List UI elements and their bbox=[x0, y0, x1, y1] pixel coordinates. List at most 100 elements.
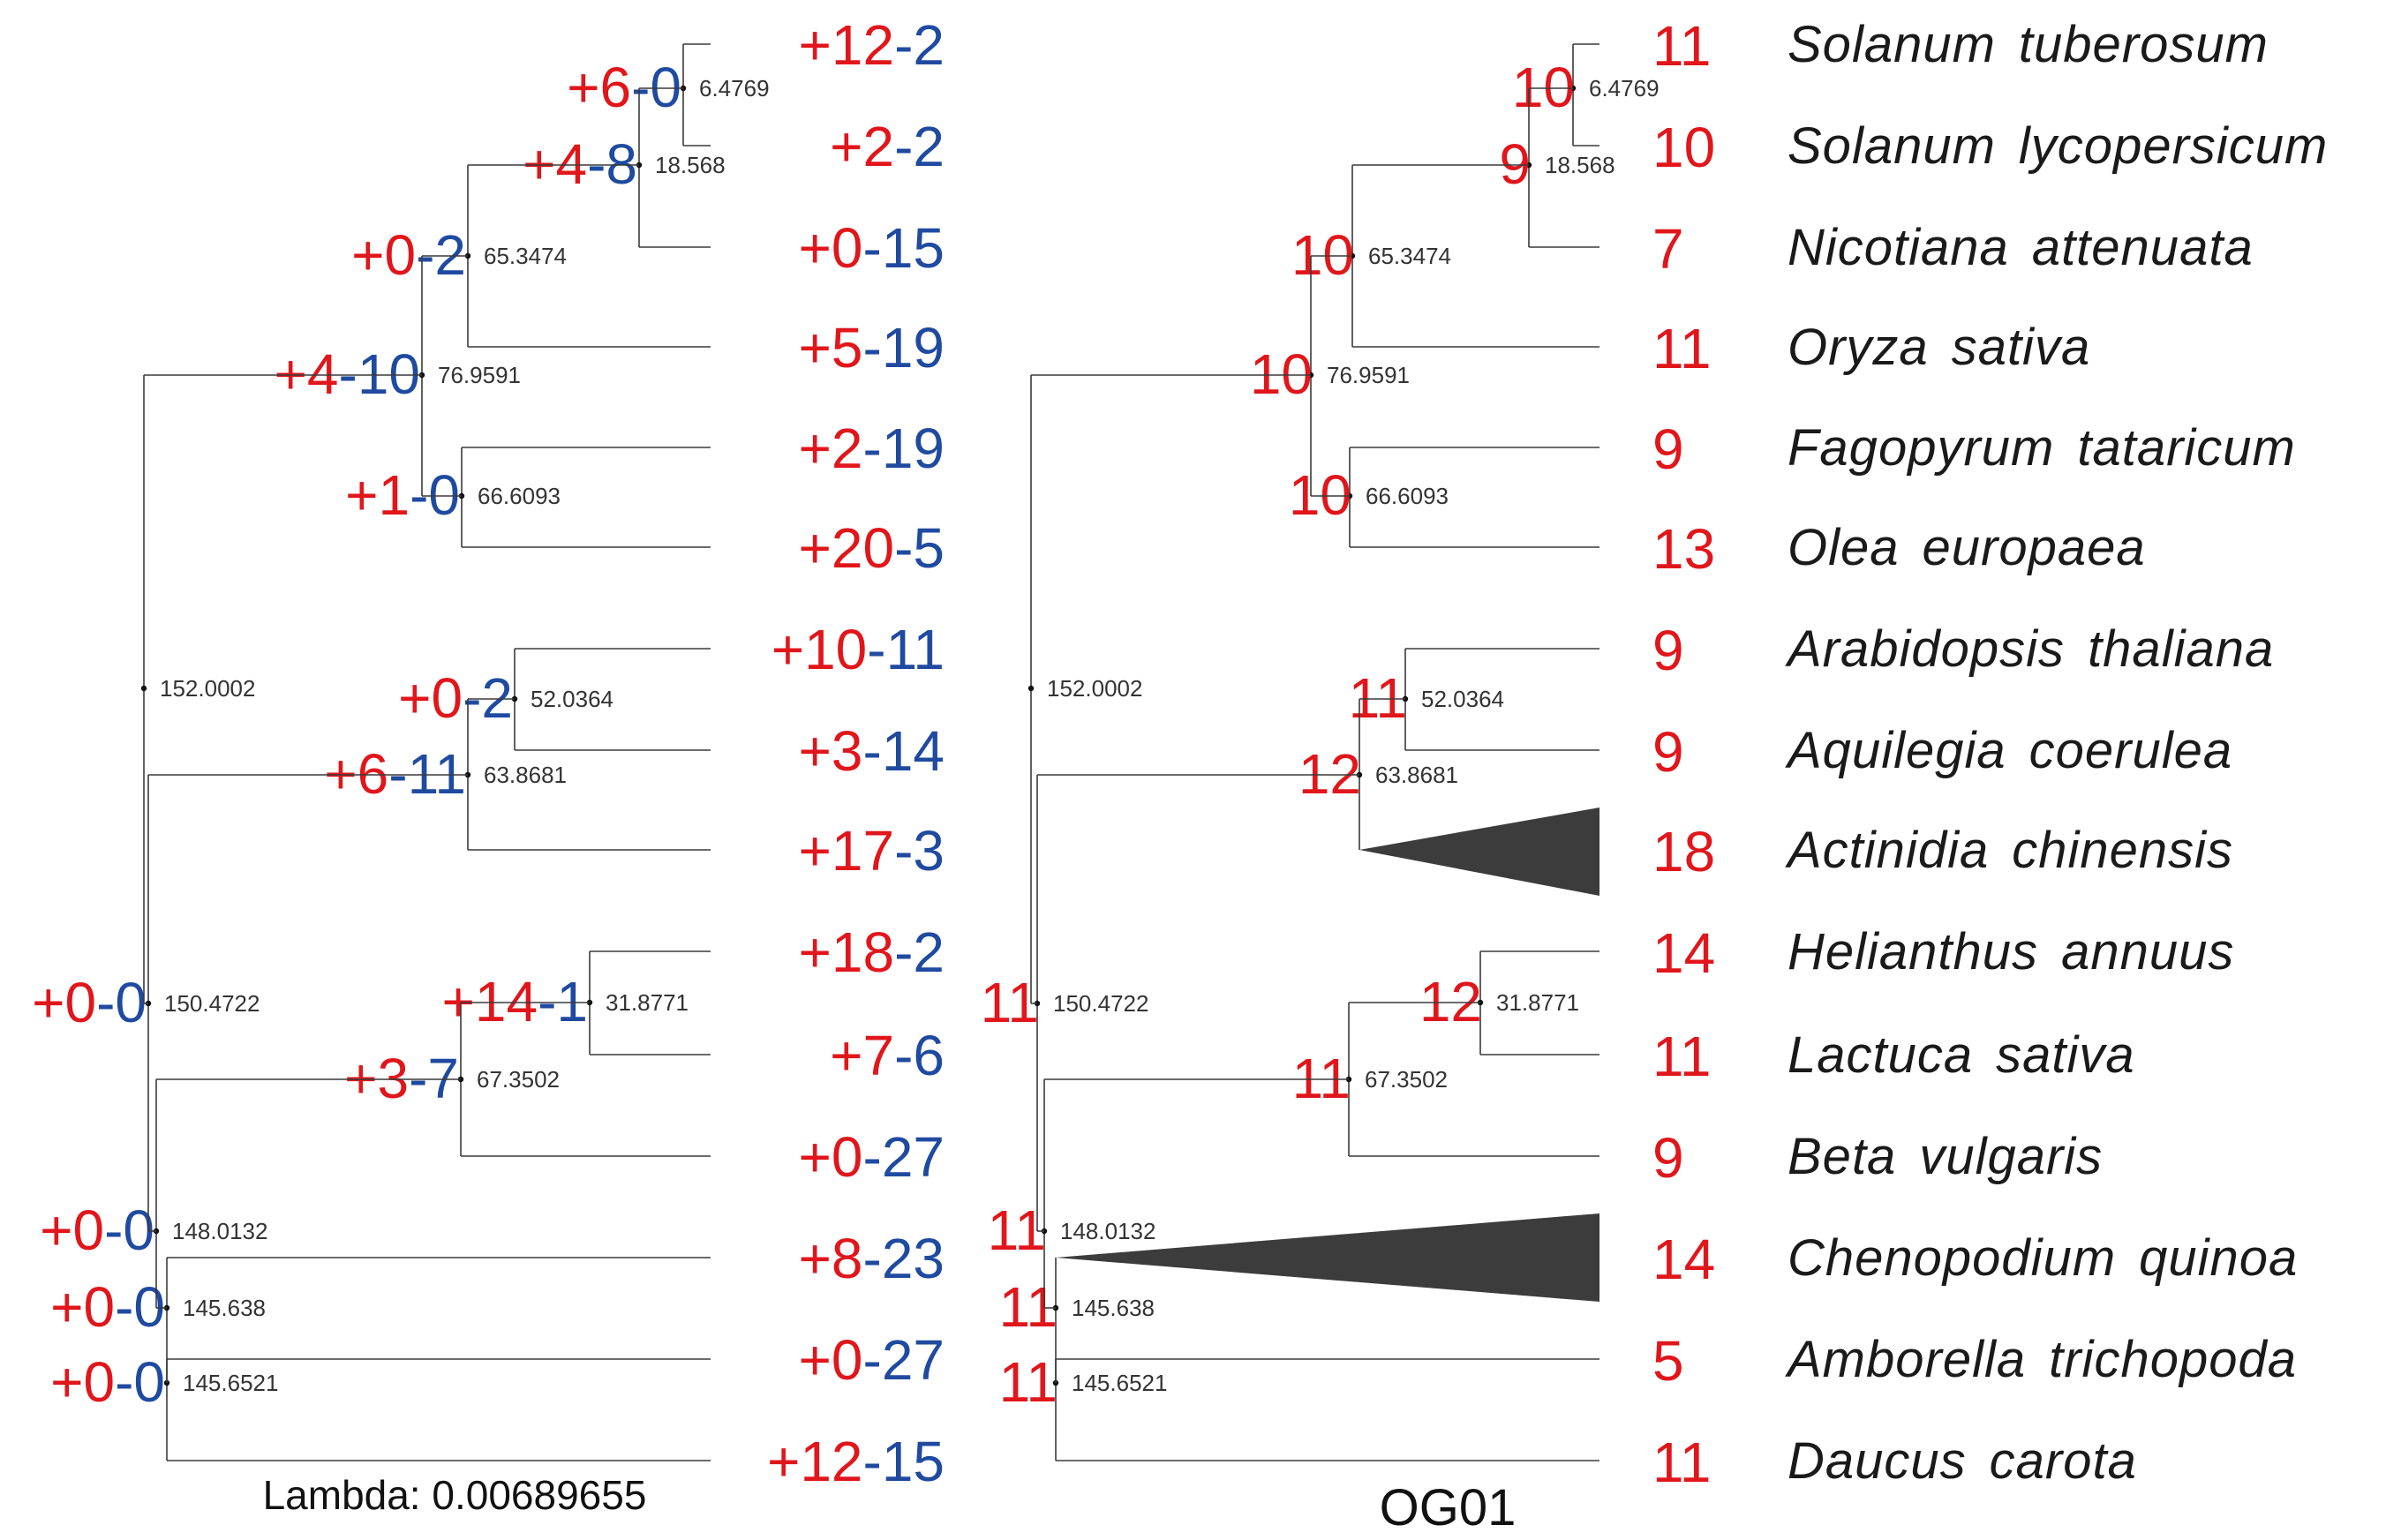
tip-gain-loss: +2-2 bbox=[830, 115, 945, 178]
left-tree-gain-loss: 6.4769 +6-0 18.568 +4-8 65.3474 +0-2 66.6093 +1… bbox=[32, 13, 945, 1493]
node-gain-loss: +0-0 bbox=[50, 1275, 165, 1339]
node-gain-loss: +3-7 bbox=[344, 1047, 459, 1110]
node-age-label: 145.6521 bbox=[1072, 1370, 1167, 1396]
og-caption: OG01 bbox=[1380, 1479, 1517, 1536]
species-name: Helianthus annuus bbox=[1788, 923, 2234, 980]
node-age-label: 63.8681 bbox=[484, 762, 567, 788]
node-age-label: 150.4722 bbox=[1053, 990, 1148, 1017]
tip-gain-loss: +0-15 bbox=[799, 216, 945, 280]
species-name: Chenopodium quinoa bbox=[1788, 1229, 2298, 1287]
node-age-label: 66.6093 bbox=[1366, 483, 1449, 509]
tip-gain-loss: +10-11 bbox=[771, 618, 945, 681]
node-gain-loss: +0-2 bbox=[351, 223, 466, 287]
node-gain-loss: +1-0 bbox=[345, 463, 460, 527]
tip-gene-count: 11 bbox=[1652, 317, 1711, 380]
tip-gain-loss: +8-23 bbox=[799, 1227, 945, 1290]
species-name: Lactuca sativa bbox=[1788, 1026, 2135, 1084]
node-dot bbox=[1027, 685, 1035, 692]
species-name: Oryza sativa bbox=[1788, 319, 2090, 376]
node-age-label: 152.0002 bbox=[160, 675, 255, 702]
node-age-label: 76.9591 bbox=[1327, 362, 1410, 388]
tip-gain-loss: +18-2 bbox=[799, 920, 945, 984]
node-gene-count: 11 bbox=[1292, 1047, 1351, 1110]
node-age-label: 148.0132 bbox=[172, 1218, 267, 1244]
node-gene-count: 11 bbox=[981, 971, 1039, 1034]
species-name: Olea europaea bbox=[1788, 519, 2146, 576]
node-gene-count: 10 bbox=[1250, 342, 1313, 406]
tip-gene-count: 10 bbox=[1652, 116, 1715, 179]
species-name: Arabidopsis thaliana bbox=[1785, 620, 2274, 678]
node-age-label: 31.8771 bbox=[1496, 989, 1579, 1016]
tip-gene-count: 9 bbox=[1652, 1126, 1684, 1190]
lambda-caption: Lambda: 0.00689655 bbox=[263, 1472, 647, 1518]
node-age-label: 65.3474 bbox=[484, 243, 567, 269]
node-gene-count: 10 bbox=[1289, 463, 1351, 527]
tip-gene-count: 9 bbox=[1652, 720, 1684, 784]
species-name: Fagopyrum tataricum bbox=[1788, 419, 2296, 477]
node-age-label: 152.0002 bbox=[1047, 675, 1142, 702]
collapsed-clade-actinidia bbox=[1359, 808, 1599, 896]
species-name: Solanum tuberosum bbox=[1788, 16, 2269, 73]
node-age-label: 145.638 bbox=[183, 1295, 266, 1321]
tip-gene-count: 13 bbox=[1652, 517, 1715, 581]
node-age-label: 65.3474 bbox=[1368, 243, 1451, 269]
node-gene-count: 11 bbox=[988, 1198, 1046, 1262]
node-age-label: 67.3502 bbox=[477, 1066, 560, 1093]
node-age-label: 6.4769 bbox=[1589, 75, 1660, 101]
tip-gene-count: 18 bbox=[1652, 820, 1715, 883]
species-name: Actinidia chinensis bbox=[1785, 822, 2233, 879]
tip-gain-loss: +17-3 bbox=[799, 819, 945, 883]
tip-gene-count: 14 bbox=[1652, 1228, 1715, 1291]
node-gene-count: 11 bbox=[999, 1275, 1057, 1339]
node-gene-count: 10 bbox=[1512, 56, 1575, 119]
node-age-label: 145.638 bbox=[1072, 1295, 1155, 1321]
tip-gain-loss: +3-14 bbox=[799, 719, 945, 783]
tip-gain-loss: +0-27 bbox=[799, 1328, 945, 1392]
node-gene-count: 10 bbox=[1291, 223, 1354, 287]
node-age-label: 63.8681 bbox=[1375, 762, 1458, 788]
tip-gain-loss: +12-2 bbox=[799, 13, 945, 77]
species-name: Aquilegia coerulea bbox=[1785, 722, 2232, 779]
species-name: Beta vulgaris bbox=[1788, 1128, 2103, 1185]
collapsed-clade-chenopodium bbox=[1056, 1213, 1599, 1302]
tip-gene-count: 11 bbox=[1652, 1431, 1711, 1494]
node-gene-count: 12 bbox=[1298, 742, 1361, 806]
tip-gene-count: 5 bbox=[1652, 1329, 1684, 1393]
species-name: Daucus carota bbox=[1788, 1432, 2137, 1490]
node-age-label: 52.0364 bbox=[531, 686, 613, 712]
node-age-label: 150.4722 bbox=[164, 990, 260, 1017]
species-name: Amborella trichopoda bbox=[1785, 1331, 2297, 1388]
node-gain-loss: +0-0 bbox=[50, 1350, 165, 1414]
node-age-label: 31.8771 bbox=[606, 989, 689, 1016]
node-dot bbox=[140, 685, 147, 692]
tip-gene-count: 9 bbox=[1652, 417, 1684, 481]
tip-gene-count: 7 bbox=[1652, 217, 1684, 281]
node-gene-count: 11 bbox=[999, 1350, 1057, 1414]
node-age-label: 6.4769 bbox=[699, 75, 770, 101]
node-gene-count: 9 bbox=[1499, 132, 1531, 196]
node-gain-loss: +0-2 bbox=[398, 666, 513, 730]
tip-gene-count: 11 bbox=[1652, 14, 1711, 78]
node-age-label: 148.0132 bbox=[1060, 1218, 1155, 1244]
species-labels: Solanum tuberosum Solanum lycopersicum Nicot… bbox=[1785, 16, 2328, 1490]
node-gain-loss: +4-10 bbox=[275, 342, 420, 406]
species-name: Solanum lycopersicum bbox=[1788, 117, 2328, 175]
species-name: Nicotiana attenuata bbox=[1788, 219, 2254, 276]
tip-gene-count: 9 bbox=[1652, 619, 1684, 682]
node-gain-loss: +0-0 bbox=[40, 1198, 154, 1262]
node-age-label: 145.6521 bbox=[183, 1370, 278, 1396]
tip-gain-loss: +0-27 bbox=[799, 1125, 945, 1189]
tip-gene-count: 14 bbox=[1652, 921, 1715, 985]
node-age-label: 52.0364 bbox=[1421, 686, 1504, 712]
node-age-label: 18.568 bbox=[1545, 152, 1615, 178]
node-gain-loss: +14-1 bbox=[442, 970, 588, 1033]
tip-gain-loss: +20-5 bbox=[799, 516, 945, 580]
node-gene-count: 12 bbox=[1419, 970, 1482, 1033]
node-gain-loss: +0-0 bbox=[32, 971, 147, 1034]
tip-gain-loss: +2-19 bbox=[799, 417, 945, 480]
tip-gain-loss: +7-6 bbox=[830, 1024, 945, 1087]
node-gene-count: 11 bbox=[1349, 666, 1407, 730]
node-gain-loss: +4-8 bbox=[523, 132, 637, 196]
node-age-label: 18.568 bbox=[655, 152, 726, 178]
node-gain-loss: +6-0 bbox=[567, 56, 681, 119]
